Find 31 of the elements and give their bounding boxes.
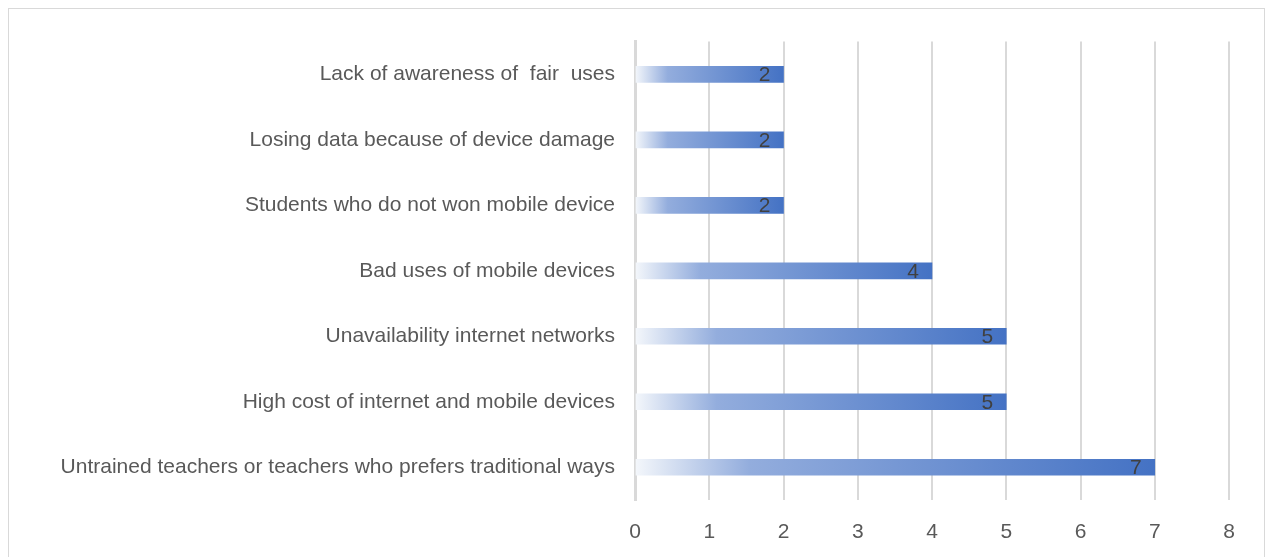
y-tick-label: Losing data because of device damage	[249, 126, 615, 150]
data-label: 5	[981, 324, 994, 348]
y-tick-label: Untrained teachers or teachers who prefers traditional ways	[60, 454, 615, 478]
data-label: 2	[758, 193, 771, 217]
bar	[635, 327, 1007, 345]
y-tick-label: Lack of awareness of fair uses	[319, 61, 615, 85]
bar	[635, 262, 933, 280]
bar	[635, 458, 1156, 476]
chart-frame: 0 1 2 3 4 5 6 7 8 Lack of awareness of fair uses Losing data because of device damage Students who do not won mobile device Bad uses of mobile devices Unavailability internet networks High cost of internet and mobile devices Untrained teachers or teachers who prefers traditional ways 2 2 2 4 5 5 7	[8, 8, 1265, 557]
x-tick-label: 7	[1148, 519, 1161, 543]
y-tick-label: High cost of internet and mobile devices	[242, 388, 615, 412]
x-tick-label: 4	[926, 519, 939, 543]
data-label: 2	[758, 127, 771, 151]
y-tick-label: Students who do not won mobile device	[244, 192, 615, 216]
x-tick-label: 1	[703, 519, 716, 543]
x-tick-label: 3	[851, 519, 864, 543]
data-label: 2	[758, 62, 771, 86]
x-tick-label: 0	[629, 519, 641, 543]
bar	[635, 66, 784, 83]
x-tick-label: 6	[1074, 519, 1087, 543]
data-label: 4	[907, 258, 920, 282]
data-label: 7	[1130, 455, 1142, 479]
y-tick-label: Unavailability internet networks	[325, 323, 615, 347]
bar	[635, 131, 784, 149]
y-tick-label: Bad uses of mobile devices	[359, 257, 615, 281]
x-tick-label: 2	[777, 519, 790, 543]
x-tick-label: 5	[1000, 519, 1013, 543]
x-tick-label: 8	[1223, 519, 1235, 543]
bar	[635, 196, 784, 214]
data-label: 5	[981, 389, 994, 413]
bar	[635, 393, 1007, 411]
